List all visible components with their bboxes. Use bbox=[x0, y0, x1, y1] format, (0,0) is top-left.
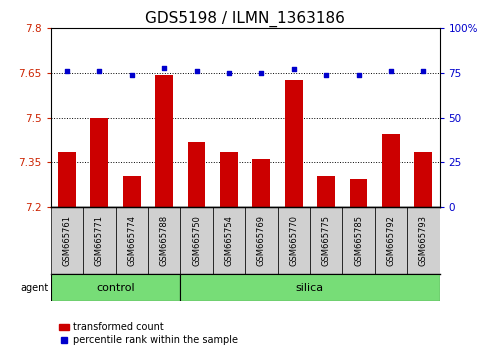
Point bbox=[290, 67, 298, 72]
Text: GSM665754: GSM665754 bbox=[225, 215, 233, 266]
Bar bbox=[414, 152, 432, 207]
Point bbox=[128, 72, 136, 78]
Bar bbox=[51, 207, 83, 274]
Point bbox=[387, 68, 395, 74]
Text: GSM665792: GSM665792 bbox=[386, 215, 396, 266]
Bar bbox=[115, 207, 148, 274]
Point bbox=[160, 65, 168, 70]
Bar bbox=[180, 207, 213, 274]
Text: control: control bbox=[96, 282, 135, 293]
Bar bbox=[51, 274, 180, 301]
Text: GSM665761: GSM665761 bbox=[62, 215, 71, 266]
Bar bbox=[317, 176, 335, 207]
Text: silica: silica bbox=[296, 282, 324, 293]
Point bbox=[63, 68, 71, 74]
Bar bbox=[90, 118, 108, 207]
Bar bbox=[187, 142, 205, 207]
Point bbox=[419, 68, 427, 74]
Point bbox=[257, 70, 265, 76]
Bar bbox=[285, 80, 303, 207]
Bar bbox=[342, 207, 375, 274]
Point bbox=[193, 68, 200, 74]
Point bbox=[355, 72, 362, 78]
Bar bbox=[278, 207, 310, 274]
Point bbox=[225, 70, 233, 76]
Bar bbox=[407, 207, 440, 274]
Text: GSM665770: GSM665770 bbox=[289, 215, 298, 266]
Bar bbox=[180, 274, 440, 301]
Bar bbox=[245, 207, 278, 274]
Bar bbox=[375, 207, 407, 274]
Text: agent: agent bbox=[21, 282, 49, 293]
Bar bbox=[148, 207, 180, 274]
Bar bbox=[253, 159, 270, 207]
Bar bbox=[155, 74, 173, 207]
Text: GSM665774: GSM665774 bbox=[127, 215, 136, 266]
Title: GDS5198 / ILMN_1363186: GDS5198 / ILMN_1363186 bbox=[145, 11, 345, 27]
Text: GSM665785: GSM665785 bbox=[354, 215, 363, 266]
Text: GSM665769: GSM665769 bbox=[257, 215, 266, 266]
Point bbox=[96, 68, 103, 74]
Legend: transformed count, percentile rank within the sample: transformed count, percentile rank withi… bbox=[56, 319, 242, 349]
Bar bbox=[83, 207, 115, 274]
Bar bbox=[382, 134, 400, 207]
Text: GSM665788: GSM665788 bbox=[159, 215, 169, 266]
Text: GSM665793: GSM665793 bbox=[419, 215, 428, 266]
Text: GSM665750: GSM665750 bbox=[192, 215, 201, 266]
Bar bbox=[310, 207, 342, 274]
Point bbox=[322, 72, 330, 78]
Text: GSM665771: GSM665771 bbox=[95, 215, 104, 266]
Bar bbox=[213, 207, 245, 274]
Bar bbox=[58, 152, 76, 207]
Text: GSM665775: GSM665775 bbox=[322, 215, 331, 266]
Bar bbox=[350, 179, 368, 207]
Bar bbox=[220, 152, 238, 207]
Bar bbox=[123, 176, 141, 207]
